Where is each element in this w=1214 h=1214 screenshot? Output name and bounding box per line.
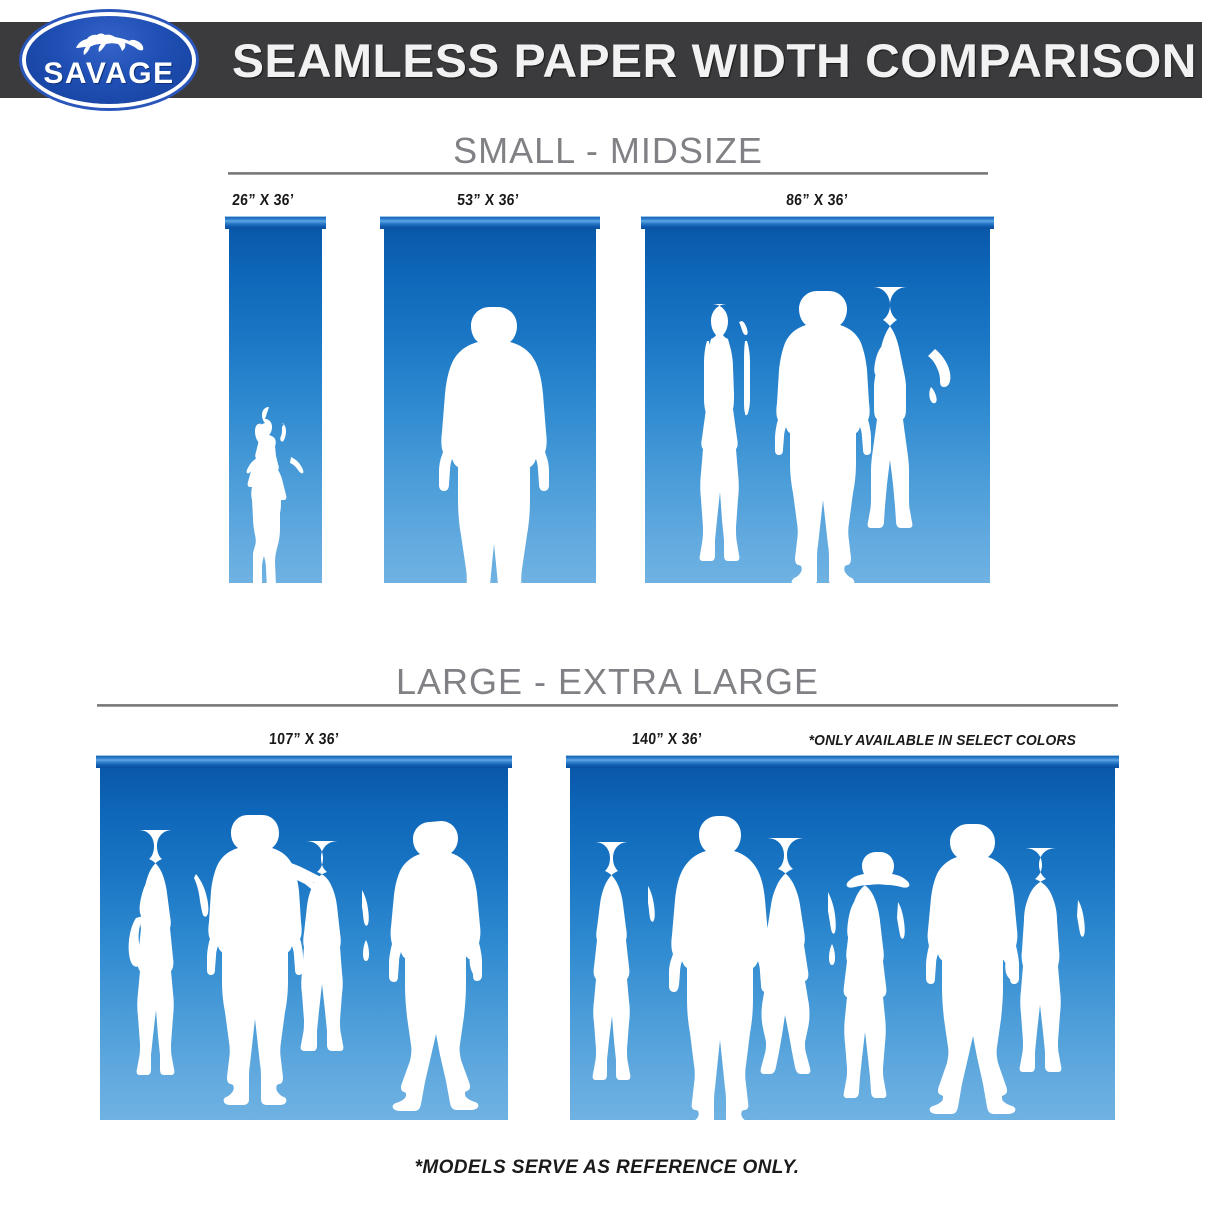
silhouette-child bbox=[246, 407, 304, 583]
paper-panel-107 bbox=[96, 755, 512, 1120]
silhouette-woman-right bbox=[867, 287, 951, 528]
panel-label-107: 107” X 36’ bbox=[268, 731, 340, 748]
section-heading-small-midsize: SMALL - MIDSIZE bbox=[453, 130, 763, 171]
section-divider-small-midsize bbox=[228, 172, 988, 175]
silhouette-man-walking bbox=[389, 821, 482, 1111]
silhouette-man-side bbox=[1019, 848, 1085, 1072]
panel-top-bar bbox=[225, 216, 326, 229]
silhouette-woman-left bbox=[699, 304, 750, 561]
select-colors-note: *ONLY AVAILABLE IN SELECT COLORS bbox=[808, 732, 1076, 749]
leopard-icon bbox=[76, 33, 144, 55]
panel-label-26: 26” X 36’ bbox=[231, 192, 295, 209]
paper-panel-140 bbox=[566, 755, 1119, 1120]
silhouette-woman-1 bbox=[592, 842, 655, 1080]
footer-disclaimer: *MODELS SERVE AS REFERENCE ONLY. bbox=[414, 1157, 800, 1178]
header-bar bbox=[0, 22, 1202, 98]
section-heading-large-extra-large: LARGE - EXTRA LARGE bbox=[395, 661, 820, 702]
panel-label-140: 140” X 36’ bbox=[631, 731, 703, 748]
silhouette-woman-3 bbox=[760, 838, 836, 1074]
figure-group-140 bbox=[570, 768, 1115, 1120]
paper-panel-53 bbox=[380, 216, 600, 583]
panel-top-bar bbox=[566, 755, 1119, 768]
section-divider-large-extra-large bbox=[97, 704, 1118, 707]
silhouette-man-pointing bbox=[207, 815, 324, 1105]
silhouette-man-jacket bbox=[926, 824, 1019, 1114]
logo-wordmark: SAVAGE bbox=[43, 56, 175, 90]
paper-panel-26 bbox=[225, 216, 326, 583]
panel-label-53: 53” X 36’ bbox=[456, 192, 520, 209]
silhouette-woman-hat bbox=[843, 852, 910, 1098]
silhouette-woman-short-hair bbox=[300, 841, 369, 1051]
figure-group-53 bbox=[384, 229, 596, 583]
panel-label-86: 86” X 36’ bbox=[785, 192, 849, 209]
savage-logo: SAVAGE bbox=[26, 16, 192, 104]
silhouette-man-center bbox=[775, 291, 871, 583]
figure-group-107 bbox=[100, 768, 508, 1120]
figure-group-26 bbox=[229, 229, 322, 583]
panel-top-bar bbox=[380, 216, 600, 229]
panel-top-bar bbox=[641, 216, 994, 229]
paper-panel-86 bbox=[641, 216, 994, 583]
page-title: SEAMLESS PAPER WIDTH COMPARISON bbox=[232, 34, 1197, 87]
silhouette-woman-bag bbox=[128, 830, 209, 1075]
silhouette-man-large bbox=[439, 307, 549, 583]
panel-top-bar bbox=[96, 755, 512, 768]
figure-group-86 bbox=[645, 229, 990, 583]
silhouette-man-2 bbox=[669, 816, 771, 1120]
